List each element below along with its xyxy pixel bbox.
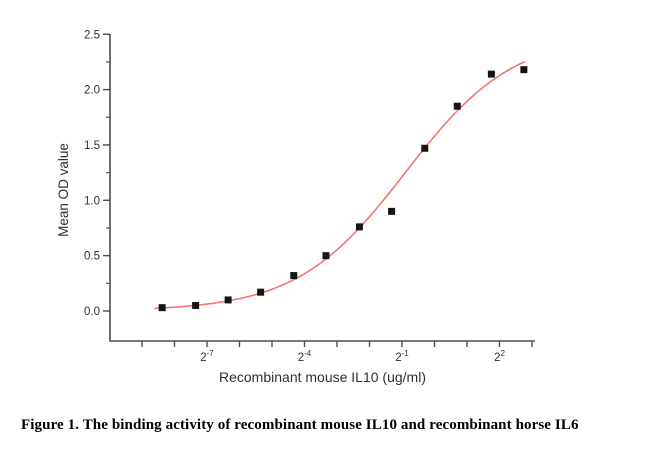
data-point xyxy=(158,304,166,312)
binding-activity-chart: 2-7 2-4 2-1 22 0.0 0.5 1.0 1.5 2.0 2.5 Recombinant… xyxy=(56,29,535,385)
y-tick-label: 0.5 xyxy=(84,251,100,263)
y-axis-title: Mean OD value xyxy=(56,143,71,237)
data-point xyxy=(322,252,330,260)
y-tick-label: 1.5 xyxy=(84,140,100,152)
axes-frame xyxy=(109,34,535,342)
y-tick-label: 0.0 xyxy=(84,306,100,318)
x-tick-label: 2-7 xyxy=(200,349,214,364)
data-point xyxy=(355,223,363,231)
data-point xyxy=(453,102,461,110)
x-tick-label: 22 xyxy=(494,349,505,364)
y-tick-label: 1.0 xyxy=(84,195,100,207)
figure-caption: Figure 1. The binding activity of recomb… xyxy=(21,417,579,433)
data-point xyxy=(224,296,232,304)
y-tick-label: 2.5 xyxy=(84,29,100,41)
x-tick-label: 2-4 xyxy=(298,349,312,364)
fit-curve xyxy=(154,61,525,310)
data-point xyxy=(421,144,429,152)
y-tick-label: 2.0 xyxy=(84,85,100,97)
x-tick-label: 2-1 xyxy=(395,349,409,364)
data-point xyxy=(487,70,495,78)
x-axis-title: Recombinant mouse IL10 (ug/ml) xyxy=(219,369,426,385)
data-point xyxy=(192,301,200,309)
data-point xyxy=(520,66,528,74)
data-point xyxy=(388,207,396,215)
data-point xyxy=(290,272,298,280)
data-point xyxy=(257,288,265,296)
